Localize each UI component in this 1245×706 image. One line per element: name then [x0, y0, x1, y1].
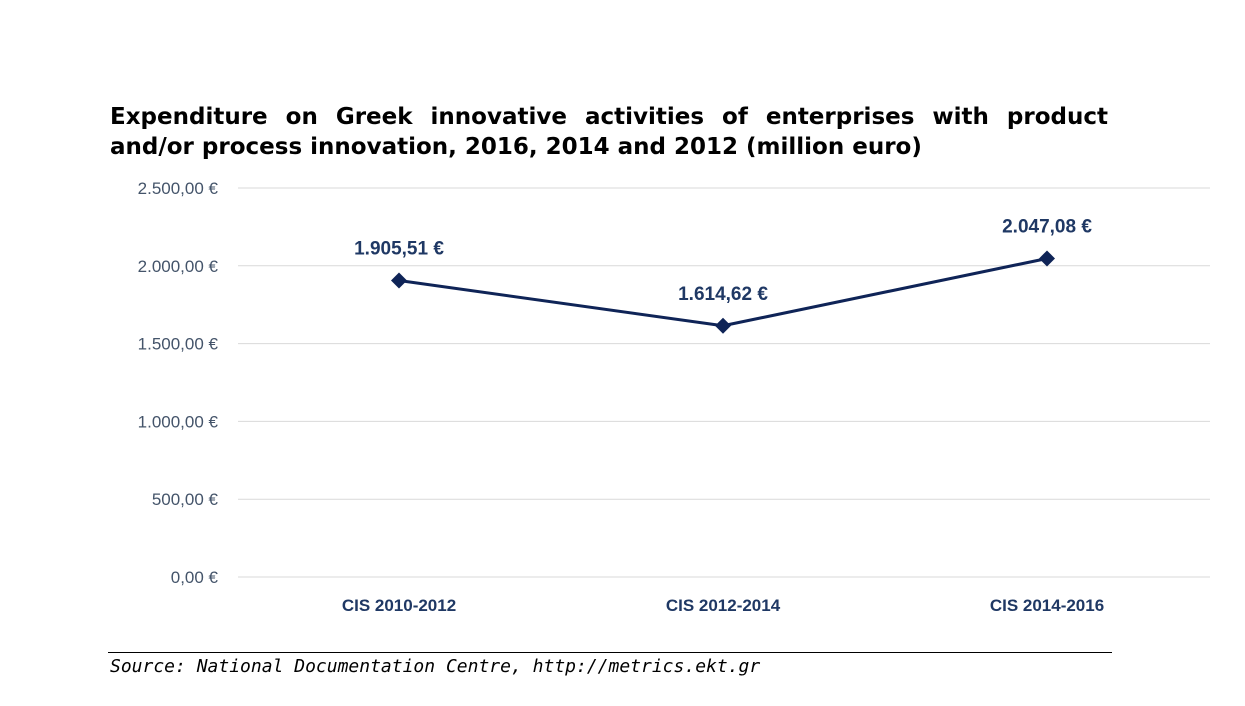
y-tick-label: 1.000,00 € — [138, 412, 219, 431]
x-category-label: CIS 2014-2016 — [990, 596, 1104, 615]
data-label: 1.614,62 € — [678, 284, 768, 305]
y-tick-label: 500,00 € — [152, 490, 219, 509]
y-axis-tick-labels: 0,00 € 500,00 € 1.000,00 € 1.500,00 € 2.000,… — [138, 179, 219, 587]
y-tick-label: 1.500,00 € — [138, 335, 219, 354]
y-tick-label: 0,00 € — [171, 568, 219, 587]
x-axis-category-labels: CIS 2010-2012 CIS 2012-2014 CIS 2014-2016 — [342, 596, 1104, 615]
source-divider — [108, 652, 1112, 653]
x-category-label: CIS 2010-2012 — [342, 596, 456, 615]
source-note: Source: National Documentation Centre, h… — [110, 656, 761, 677]
x-category-label: CIS 2012-2014 — [666, 596, 781, 615]
grid-lines — [238, 187, 1210, 578]
data-point-marker — [1039, 250, 1055, 267]
data-labels: 1.905,51 € 1.614,62 € 2.047,08 € — [354, 216, 1092, 304]
y-tick-label: 2.500,00 € — [138, 179, 219, 198]
data-point-marker — [715, 317, 731, 334]
data-point-marker — [391, 272, 407, 289]
y-tick-label: 2.000,00 € — [138, 257, 219, 276]
series-line-group — [391, 250, 1055, 334]
data-label: 2.047,08 € — [1002, 216, 1092, 237]
data-label: 1.905,51 € — [354, 239, 444, 260]
chart-title: Expenditure on Greek innovative activiti… — [110, 104, 1108, 160]
